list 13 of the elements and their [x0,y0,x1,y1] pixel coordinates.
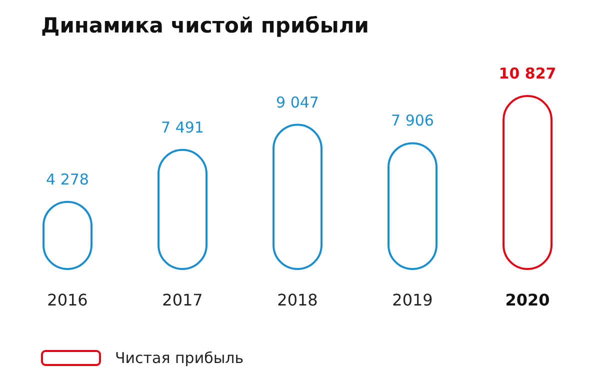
data-label: 10 827 [498,64,556,82]
data-label: 9 047 [276,93,319,112]
legend-label: Чистая прибыль [115,349,244,367]
x-tick-label: 2019 [392,290,433,310]
x-tick-label: 2017 [162,290,203,310]
data-label: 7 491 [161,118,204,136]
x-tick-label: 2016 [47,290,88,310]
bar [502,95,552,270]
x-tick-label: 2020 [505,290,550,310]
data-label: 7 906 [391,112,434,130]
x-tick-label: 2018 [277,290,318,310]
data-label: 4 278 [46,170,89,188]
chart-title: Динамика чистой прибыли [41,14,369,38]
